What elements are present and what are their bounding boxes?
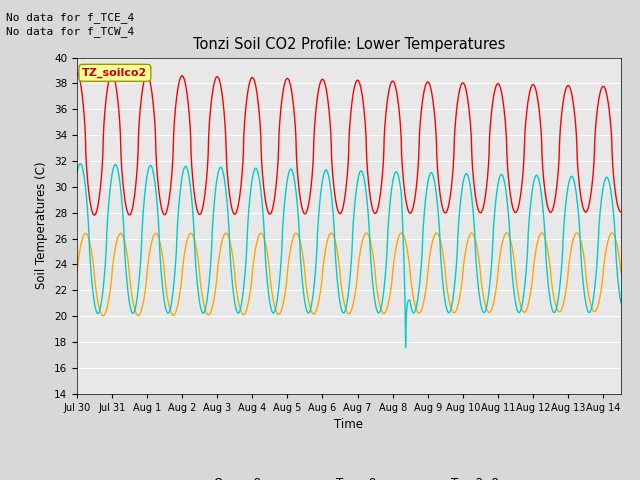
- Line: Open -8cm: Open -8cm: [77, 73, 621, 215]
- Title: Tonzi Soil CO2 Profile: Lower Temperatures: Tonzi Soil CO2 Profile: Lower Temperatur…: [193, 37, 505, 52]
- Tree2 -8cm: [617, 300, 625, 305]
- Open -8cm: [115, 113, 123, 119]
- Tree -8cm: [304, 295, 312, 300]
- Open -8cm: [90, 212, 98, 218]
- Tree -8cm: [73, 272, 81, 277]
- Tree2 -8cm: [138, 245, 145, 251]
- Tree -8cm: [617, 269, 625, 275]
- Tree -8cm: [608, 230, 616, 236]
- Open -8cm: [316, 84, 323, 90]
- Tree2 -8cm: [402, 345, 410, 350]
- Tree -8cm: [325, 233, 333, 239]
- Tree -8cm: [115, 231, 123, 237]
- Tree2 -8cm: [316, 206, 323, 212]
- Line: Tree -8cm: Tree -8cm: [77, 233, 621, 316]
- Open -8cm: [73, 70, 81, 76]
- Open -8cm: [383, 103, 390, 108]
- Open -8cm: [617, 209, 625, 215]
- Text: No data for f_TCW_4: No data for f_TCW_4: [6, 26, 134, 37]
- Tree2 -8cm: [304, 310, 312, 316]
- Open -8cm: [138, 95, 145, 101]
- Tree -8cm: [316, 296, 323, 301]
- Text: No data for f_TCE_4: No data for f_TCE_4: [6, 12, 134, 23]
- Open -8cm: [325, 108, 333, 113]
- Open -8cm: [304, 204, 312, 210]
- Tree -8cm: [99, 313, 107, 319]
- Tree2 -8cm: [115, 175, 123, 180]
- Tree -8cm: [383, 306, 390, 312]
- Text: TZ_soilco2: TZ_soilco2: [82, 68, 147, 78]
- Legend: Open -8cm, Tree -8cm, Tree2 -8cm: Open -8cm, Tree -8cm, Tree2 -8cm: [177, 473, 521, 480]
- Line: Tree2 -8cm: Tree2 -8cm: [77, 164, 621, 348]
- X-axis label: Time: Time: [334, 418, 364, 431]
- Tree -8cm: [138, 307, 145, 313]
- Tree2 -8cm: [77, 161, 84, 167]
- Tree2 -8cm: [383, 254, 390, 260]
- Tree2 -8cm: [73, 172, 81, 178]
- Y-axis label: Soil Temperatures (C): Soil Temperatures (C): [35, 162, 48, 289]
- Tree2 -8cm: [325, 175, 333, 181]
